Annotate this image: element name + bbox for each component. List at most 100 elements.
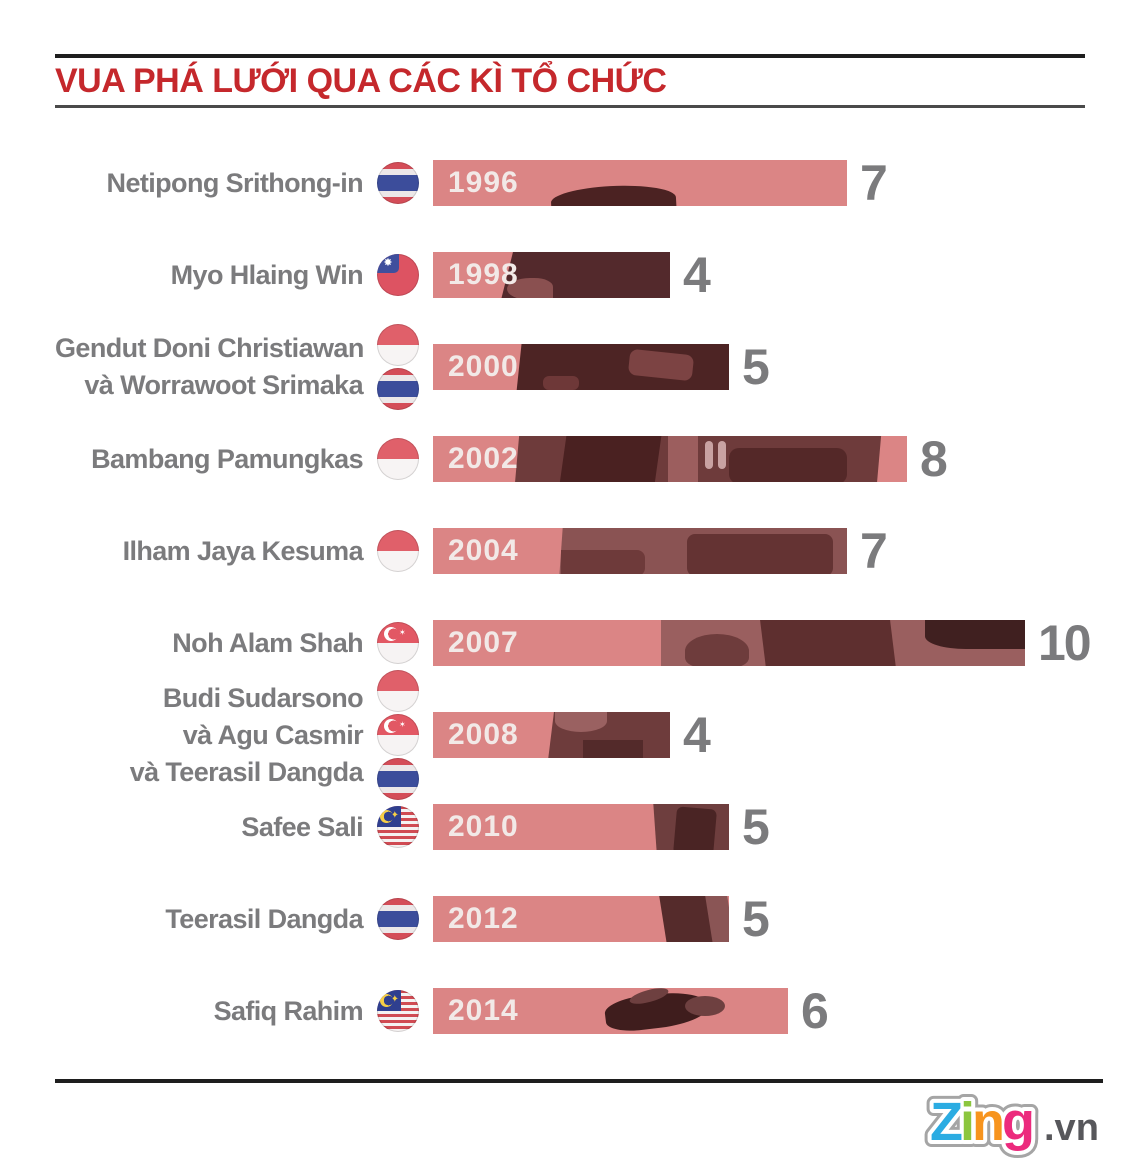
bar-2007: 2007 bbox=[433, 620, 1025, 666]
title-underline-rule bbox=[55, 105, 1085, 108]
zing-vn-logo: Zing Zing Zing .vn bbox=[923, 1088, 1099, 1159]
bottom-rule bbox=[55, 1079, 1103, 1083]
chart-row: Gendut Doni Christiawan và Worrawoot Srim… bbox=[55, 321, 1134, 413]
player-name-line: Myo Hlaing Win bbox=[170, 259, 364, 290]
flag-malaysia-icon bbox=[377, 990, 419, 1032]
player-photo-fragment bbox=[555, 712, 607, 732]
player-name: Gendut Doni Christiawan và Worrawoot Srim… bbox=[55, 330, 364, 404]
player-photo-fragment bbox=[559, 436, 662, 482]
flag-stack bbox=[363, 805, 433, 849]
bar-value-label: 5 bbox=[742, 891, 770, 947]
bar-zone: 1996 7 bbox=[433, 155, 1134, 211]
player-photo-fragment bbox=[718, 441, 726, 469]
bar-zone: 2014 6 bbox=[433, 983, 1134, 1039]
flag-thailand-icon bbox=[377, 898, 419, 940]
bar-zone: 2008 4 bbox=[433, 707, 1134, 763]
bar-zone: 2000 5 bbox=[433, 339, 1134, 395]
flag-stack bbox=[363, 621, 433, 665]
flag-indonesia-icon bbox=[377, 438, 419, 480]
bar-2004: 2004 bbox=[433, 528, 847, 574]
flag-stack bbox=[363, 529, 433, 573]
player-photo-fragment bbox=[672, 806, 718, 850]
bar-year-label: 1998 bbox=[448, 258, 519, 291]
logo-outline: Zing bbox=[930, 1092, 1032, 1152]
player-photo-fragment bbox=[583, 740, 643, 758]
player-photo-fragment bbox=[685, 996, 725, 1016]
bar-value-label: 7 bbox=[860, 155, 888, 211]
bar-value-label: 5 bbox=[742, 339, 770, 395]
player-name-line: Budi Sudarsono bbox=[162, 682, 364, 713]
flag-stack bbox=[363, 161, 433, 205]
player-name-line: Noh Alam Shah bbox=[172, 627, 363, 658]
player-name-line: Netipong Srithong-in bbox=[106, 167, 364, 198]
bar-year-label: 1996 bbox=[448, 166, 519, 199]
flag-stack bbox=[363, 323, 433, 411]
bar-2000: 2000 bbox=[433, 344, 729, 390]
bar-zone: 1998 4 bbox=[433, 247, 1134, 303]
player-photo-fragment bbox=[507, 278, 553, 298]
player-photo-fragment bbox=[561, 550, 645, 574]
bar-value-label: 5 bbox=[742, 799, 770, 855]
bar-zone: 2002 8 bbox=[433, 431, 1134, 487]
player-name-line: Teerasil Dangda bbox=[165, 903, 363, 934]
bar-2012: 2012 bbox=[433, 896, 729, 942]
bar-year-label: 2008 bbox=[448, 718, 519, 751]
player-photo-fragment bbox=[705, 441, 713, 469]
bar-2002: 2002 bbox=[433, 436, 907, 482]
bar-value-label: 8 bbox=[920, 431, 948, 487]
player-name: Bambang Pamungkas bbox=[55, 441, 363, 478]
chart-row: Bambang Pamungkas 2002 8 bbox=[55, 413, 1134, 505]
bar-year-label: 2010 bbox=[448, 810, 519, 843]
chart-row: Myo Hlaing Win 1998 4 bbox=[55, 229, 1134, 321]
player-photo-fragment bbox=[550, 182, 677, 206]
player-name-line: Ilham Jaya Kesuma bbox=[122, 535, 364, 566]
bar-zone: 2007 10 bbox=[433, 615, 1134, 671]
player-name-line: và Agu Casmir bbox=[182, 719, 364, 750]
bar-value-label: 10 bbox=[1038, 615, 1092, 671]
logo-letter: i bbox=[960, 1092, 972, 1152]
player-name: Noh Alam Shah bbox=[55, 625, 363, 662]
bar-value-label: 4 bbox=[683, 247, 711, 303]
flag-singapore-icon bbox=[377, 714, 419, 756]
player-photo-fragment bbox=[543, 376, 579, 390]
player-name: Budi Sudarsono và Agu Casmir và Teerasil D… bbox=[55, 680, 364, 791]
flag-stack bbox=[363, 437, 433, 481]
player-name-line: và Worrawoot Srimaka bbox=[84, 370, 363, 400]
bar-value-label: 7 bbox=[860, 523, 888, 579]
flag-singapore-icon bbox=[377, 622, 419, 664]
bar-year-label: 2012 bbox=[448, 902, 519, 935]
chart-row: Ilham Jaya Kesuma 2004 7 bbox=[55, 505, 1134, 597]
logo-letter: n bbox=[972, 1092, 1002, 1152]
bar-2010: 2010 bbox=[433, 804, 729, 850]
chart-row: Safiq Rahim 2014 6 bbox=[55, 965, 1134, 1057]
player-name: Netipong Srithong-in bbox=[55, 165, 364, 202]
bar-1998: 1998 bbox=[433, 252, 670, 298]
chart-row: Teerasil Dangda 2012 5 bbox=[55, 873, 1134, 965]
flag-stack bbox=[363, 897, 433, 941]
bar-1996: 1996 bbox=[433, 160, 847, 206]
player-name-line: Gendut Doni Christiawan bbox=[55, 333, 364, 363]
bar-value-label: 4 bbox=[683, 707, 711, 763]
flag-indonesia-icon bbox=[377, 324, 419, 366]
logo-suffix: .vn bbox=[1044, 1107, 1099, 1149]
player-name-line: Safee Sali bbox=[241, 811, 363, 842]
flag-myanmar-icon bbox=[377, 254, 419, 296]
player-name: Safiq Rahim bbox=[55, 993, 364, 1030]
player-name-line: và Teerasil Dangda bbox=[129, 756, 364, 787]
player-name: Ilham Jaya Kesuma bbox=[55, 533, 364, 570]
logo-inner-outline: Zing bbox=[930, 1092, 1032, 1152]
flag-indonesia-icon bbox=[377, 530, 419, 572]
flag-thailand-icon bbox=[377, 368, 419, 410]
player-name: Myo Hlaing Win bbox=[55, 257, 364, 294]
bar-zone: 2010 5 bbox=[433, 799, 1134, 855]
player-photo-fragment bbox=[925, 620, 1025, 649]
player-photo-fragment bbox=[687, 534, 833, 574]
bar-2008: 2008 bbox=[433, 712, 670, 758]
bar-2014: 2014 bbox=[433, 988, 788, 1034]
player-name: Teerasil Dangda bbox=[55, 901, 363, 938]
player-name-line: Bambang Pamungkas bbox=[91, 443, 363, 474]
flag-stack bbox=[363, 253, 433, 297]
player-photo-fragment bbox=[759, 620, 897, 666]
bar-zone: 2004 7 bbox=[433, 523, 1134, 579]
